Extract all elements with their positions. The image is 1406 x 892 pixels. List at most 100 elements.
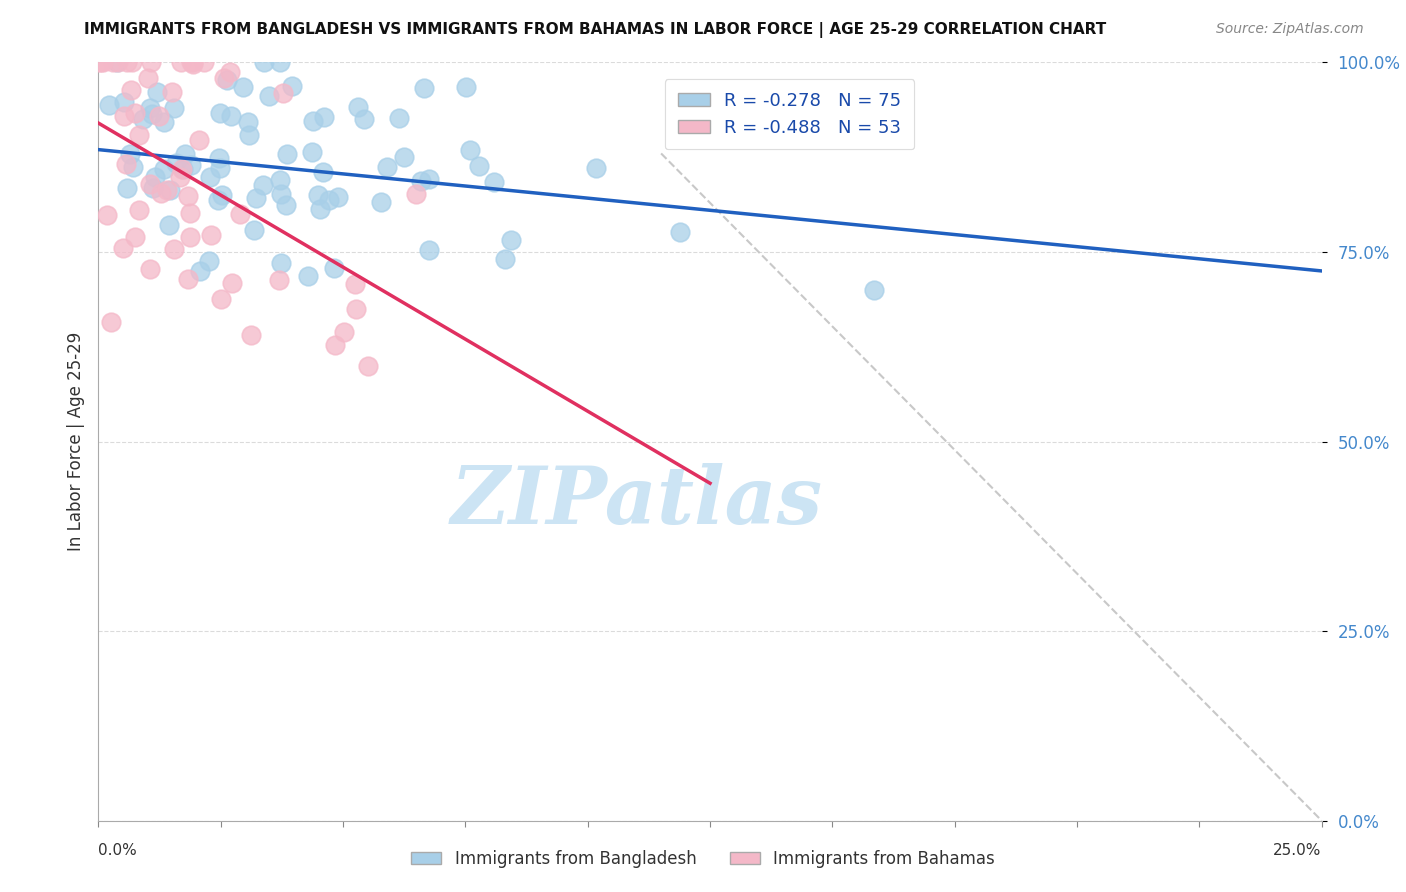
Point [165, 156, 187, 170]
Text: IMMIGRANTS FROM BANGLADESH VS IMMIGRANTS FROM BAHAMAS IN LABOR FORCE | AGE 25-29: IMMIGRANTS FROM BANGLADESH VS IMMIGRANTS… [84, 22, 1107, 38]
Point [115, 157, 138, 171]
Point [170, 55, 193, 70]
Point [124, 230, 146, 244]
Point [139, 262, 162, 277]
Point [323, 260, 346, 275]
Point [468, 159, 491, 173]
Point [143, 169, 166, 184]
Point [197, 254, 219, 268]
Point [100, 315, 122, 329]
Point [200, 170, 222, 185]
Point [132, 112, 155, 126]
Point [193, 55, 215, 70]
Y-axis label: In Labor Force | Age 25-29: In Labor Force | Age 25-29 [66, 332, 84, 551]
Point [297, 269, 319, 284]
Text: 0.0%: 0.0% [98, 844, 138, 858]
Point [863, 283, 886, 297]
Point [271, 86, 294, 100]
Point [96, 209, 118, 223]
Point [323, 337, 346, 351]
Point [190, 263, 212, 277]
Point [188, 133, 211, 147]
Point [90, 55, 112, 70]
Point [353, 112, 375, 127]
Point [157, 219, 180, 233]
Point [392, 150, 415, 164]
Point [343, 277, 366, 291]
Point [218, 65, 240, 79]
Point [270, 186, 292, 201]
Point [177, 271, 200, 285]
Point [208, 106, 231, 120]
Point [120, 83, 142, 97]
Point [181, 57, 204, 71]
Point [405, 187, 427, 202]
Point [412, 81, 434, 95]
Point [274, 198, 297, 212]
Point [418, 244, 440, 258]
Point [219, 109, 242, 123]
Point [128, 203, 150, 218]
Point [179, 229, 201, 244]
Point [139, 177, 162, 191]
Point [180, 158, 202, 172]
Point [307, 187, 329, 202]
Point [87, 55, 110, 70]
Text: ZIPatlas: ZIPatlas [450, 464, 823, 541]
Point [146, 85, 169, 99]
Point [229, 207, 252, 221]
Point [302, 113, 325, 128]
Point [494, 252, 516, 266]
Point [139, 55, 162, 70]
Point [276, 147, 298, 161]
Point [200, 228, 222, 243]
Point [156, 183, 179, 197]
Point [356, 359, 378, 373]
Point [270, 256, 292, 270]
Legend: Immigrants from Bangladesh, Immigrants from Bahamas: Immigrants from Bangladesh, Immigrants f… [405, 844, 1001, 875]
Point [312, 165, 335, 179]
Point [160, 85, 183, 99]
Point [212, 71, 235, 86]
Point [170, 161, 193, 176]
Point [456, 79, 478, 94]
Point [281, 79, 304, 94]
Point [163, 243, 186, 257]
Point [253, 55, 276, 70]
Point [128, 128, 150, 143]
Point [240, 328, 263, 343]
Point [180, 55, 202, 70]
Point [333, 325, 356, 339]
Point [159, 183, 181, 197]
Point [326, 190, 349, 204]
Point [314, 110, 336, 124]
Point [172, 161, 194, 176]
Point [208, 161, 231, 176]
Point [103, 55, 125, 70]
Point [105, 55, 128, 70]
Point [245, 191, 267, 205]
Point [142, 180, 165, 194]
Point [269, 173, 291, 187]
Point [115, 55, 138, 70]
Point [141, 107, 163, 121]
Point [98, 98, 121, 112]
Point [153, 161, 176, 176]
Point [669, 225, 692, 239]
Point [238, 115, 260, 129]
Point [179, 206, 201, 220]
Point [153, 115, 176, 129]
Point [215, 73, 238, 87]
Point [344, 301, 367, 316]
Point [585, 161, 607, 176]
Point [150, 186, 173, 201]
Point [136, 70, 159, 85]
Point [301, 145, 323, 159]
Point [112, 95, 135, 109]
Point [91, 55, 114, 70]
Point [388, 111, 411, 125]
Point [209, 292, 232, 306]
Point [252, 178, 274, 192]
Point [347, 100, 370, 114]
Point [238, 128, 260, 143]
